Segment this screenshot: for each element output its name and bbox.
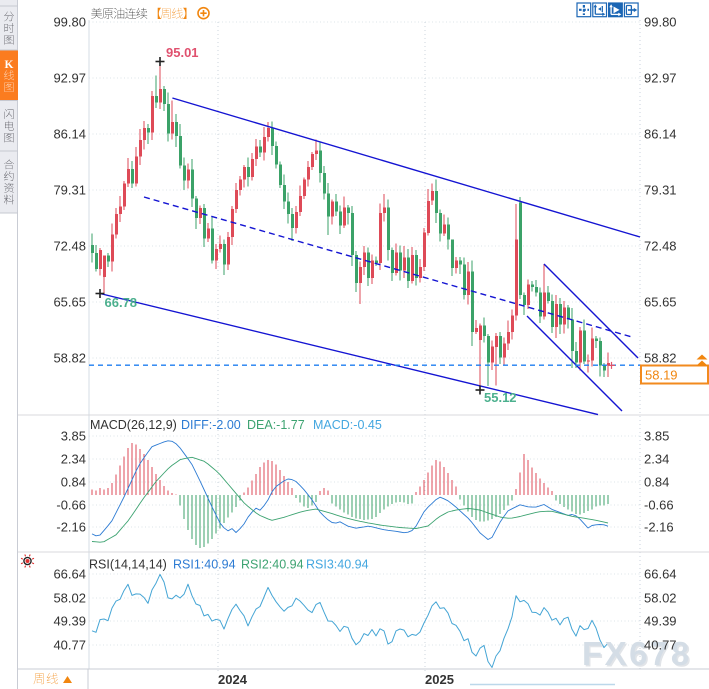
svg-text:92.97: 92.97 [644,71,677,86]
svg-text:65.65: 65.65 [644,295,677,310]
svg-text:65.65: 65.65 [53,295,86,310]
svg-text:-0.66: -0.66 [56,498,86,513]
svg-text:49.39: 49.39 [644,614,677,629]
svg-text:99.80: 99.80 [644,15,677,30]
svg-text:RSI3:40.94: RSI3:40.94 [306,558,369,572]
svg-text:RSI2:40.94: RSI2:40.94 [241,558,304,572]
svg-text:-2.16: -2.16 [56,520,86,535]
svg-text:2025: 2025 [425,672,454,687]
svg-text:58.02: 58.02 [53,591,86,606]
svg-text:72.48: 72.48 [53,239,86,254]
svg-text:FX678: FX678 [582,635,692,672]
svg-text:79.31: 79.31 [644,183,677,198]
svg-text:49.39: 49.39 [53,614,86,629]
svg-text:72.48: 72.48 [644,239,677,254]
svg-text:58.19: 58.19 [645,368,678,383]
svg-text:2024: 2024 [218,672,248,687]
svg-text:DIFF:-2.00: DIFF:-2.00 [181,418,241,432]
svg-text:66.64: 66.64 [53,567,86,582]
svg-text:0.84: 0.84 [644,475,669,490]
svg-text:86.14: 86.14 [644,127,677,142]
svg-text:95.01: 95.01 [166,45,199,60]
svg-text:2.34: 2.34 [644,452,669,467]
svg-text:55.12: 55.12 [484,390,517,405]
svg-text:40.77: 40.77 [53,638,86,653]
svg-text:0.84: 0.84 [61,475,86,490]
svg-text:DEA:-1.77: DEA:-1.77 [247,418,305,432]
svg-text:RSI(14,14,14): RSI(14,14,14) [89,558,167,572]
svg-text:3.85: 3.85 [644,429,669,444]
svg-text:58.82: 58.82 [644,351,677,366]
svg-text:2.34: 2.34 [61,452,86,467]
svg-text:-2.16: -2.16 [644,520,674,535]
svg-text:40.77: 40.77 [644,638,677,653]
svg-text:58.82: 58.82 [53,351,86,366]
svg-text:66.78: 66.78 [105,295,138,310]
svg-text:MACD(26,12,9): MACD(26,12,9) [90,418,177,432]
svg-text:99.80: 99.80 [53,15,86,30]
svg-text:MACD:-0.45: MACD:-0.45 [313,418,382,432]
svg-text:66.64: 66.64 [644,567,677,582]
svg-text:-0.66: -0.66 [644,498,674,513]
svg-text:RSI1:40.94: RSI1:40.94 [173,558,236,572]
svg-text:79.31: 79.31 [53,183,86,198]
svg-text:92.97: 92.97 [53,71,86,86]
svg-text:K: K [5,59,14,71]
svg-text:86.14: 86.14 [53,127,86,142]
svg-text:FX678: FX678 [584,637,694,674]
svg-text:58.02: 58.02 [644,591,677,606]
svg-text:3.85: 3.85 [61,429,86,444]
